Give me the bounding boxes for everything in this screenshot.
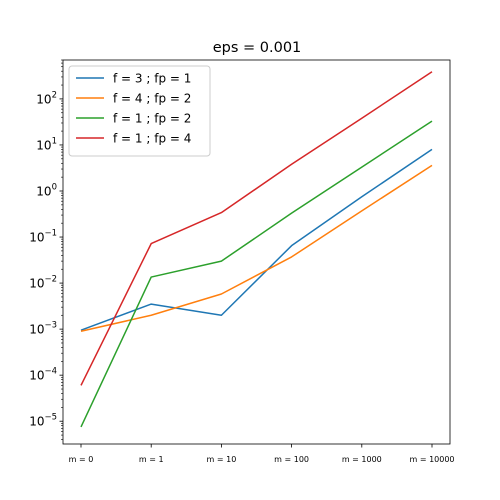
x-tick-label: m = 1000 (342, 455, 382, 464)
legend-label: f = 1 ; fp = 4 (113, 132, 191, 146)
x-tick-label: m = 0 (69, 455, 94, 464)
y-tick-label: 10−5 (29, 413, 57, 429)
legend-label: f = 1 ; fp = 2 (113, 112, 191, 126)
y-tick-label: 10−4 (29, 367, 57, 383)
y-tick-label: 10−1 (29, 229, 57, 245)
legend: f = 3 ; fp = 1 f = 4 ; fp = 2 f = 1 ; fp =… (69, 66, 210, 156)
series-line-3 (81, 121, 432, 427)
legend-label: f = 4 ; fp = 2 (113, 92, 191, 106)
y-tick-label: 102 (36, 90, 57, 106)
x-tick-label: m = 100 (274, 455, 309, 464)
chart-title: eps = 0.001 (213, 40, 302, 56)
y-tick-label: 10−3 (29, 321, 57, 337)
y-tick-label: 100 (36, 182, 57, 198)
series-line-1 (81, 149, 432, 330)
x-tick-label: m = 1 (139, 455, 164, 464)
y-tick-label: 101 (36, 136, 57, 152)
legend-label: f = 3 ; fp = 1 (113, 72, 191, 86)
series-line-2 (81, 165, 432, 331)
x-tick-label: m = 10000 (409, 455, 454, 464)
x-axis: m = 0 m = 1 m = 10 m = 100 m = 1000 m = 10000 (69, 444, 455, 464)
x-tick-label: m = 10 (207, 455, 237, 464)
y-axis: 10−5 10−4 10−3 10−2 10−1 100 101 102 (29, 60, 63, 440)
y-tick-label: 10−2 (29, 275, 57, 291)
